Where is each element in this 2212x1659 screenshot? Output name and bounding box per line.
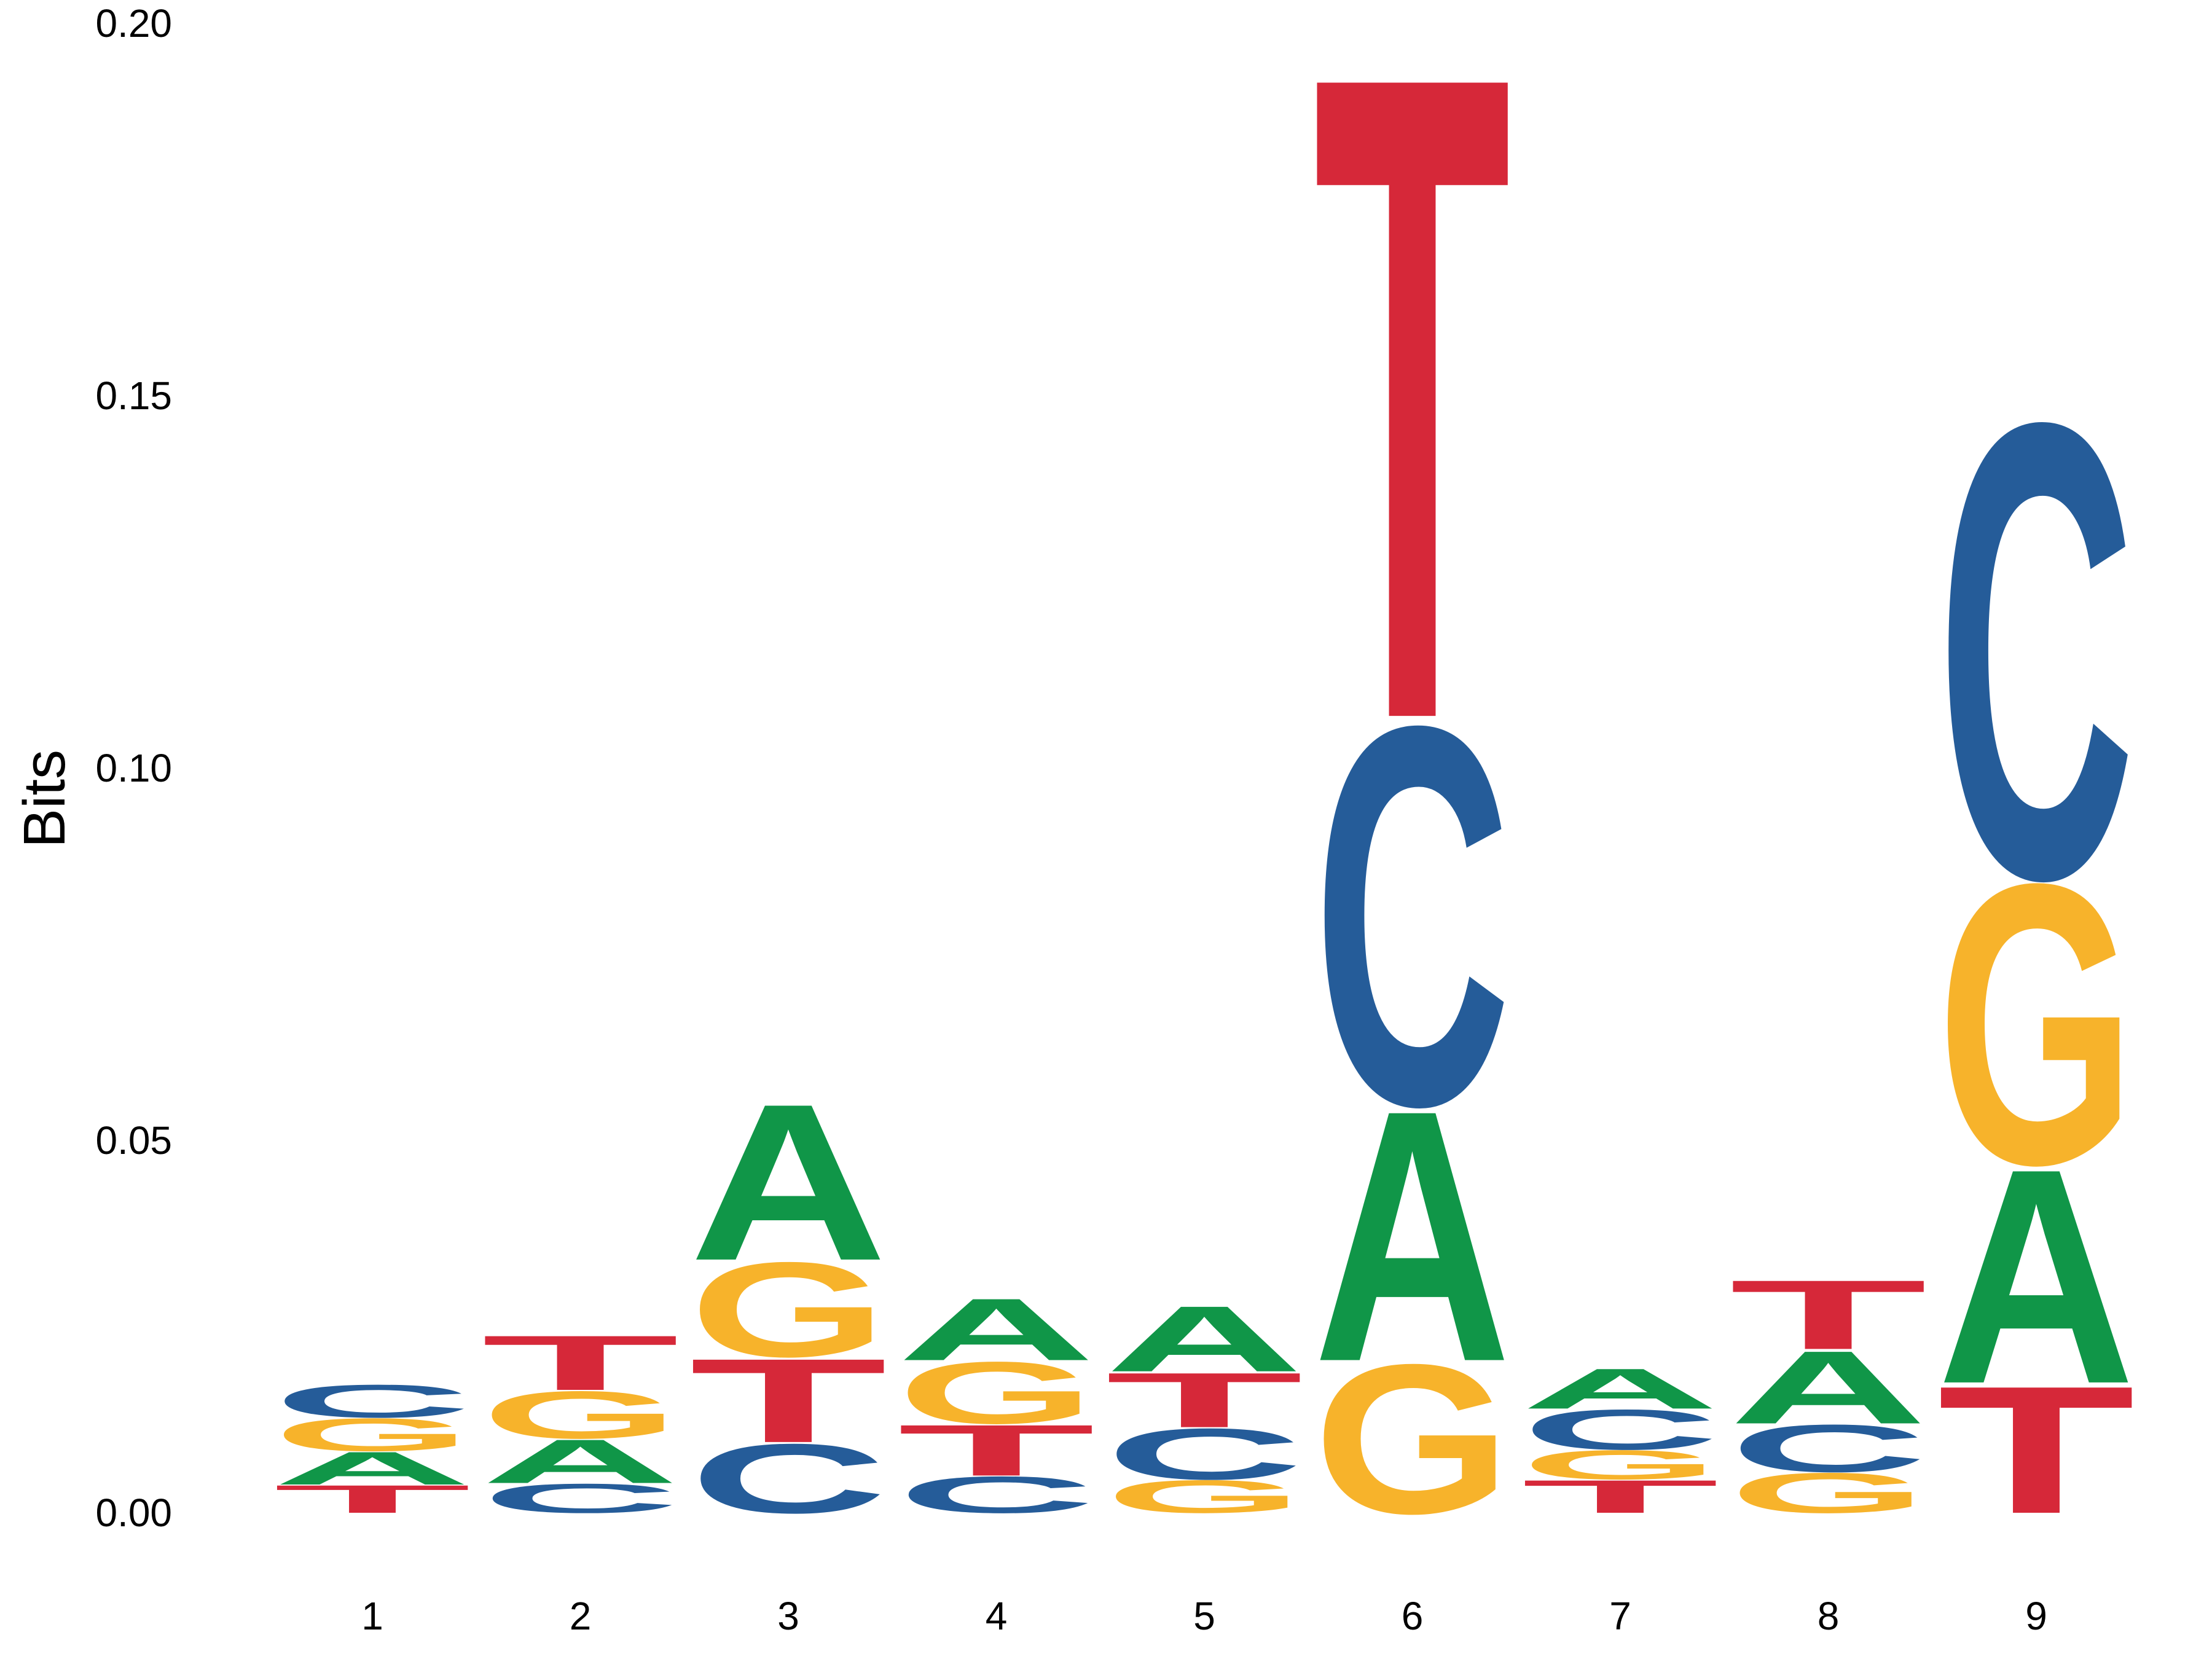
y-tick-label: 0.00 [95,1491,172,1535]
y-tick-label: 0.05 [95,1118,172,1163]
logo-letter-a: A [273,1442,471,1494]
logo-letter-t: T [482,1319,680,1406]
logo-letter-c: C [1313,613,1511,1218]
x-tick-label: 7 [1609,1594,1631,1638]
logo-letter-c: C [481,1475,679,1522]
logo-letter-a: A [1521,1357,1719,1421]
logo-letter-a: A [1937,1105,2135,1448]
x-tick-label: 4 [986,1594,1008,1638]
logo-letter-t: T [1937,1348,2135,1551]
logo-letter-t: T [898,1410,1096,1491]
y-axis-title: Bits [12,750,77,848]
logo-letter-g: G [1105,1470,1303,1523]
x-tick-label: 6 [1402,1594,1424,1638]
logo-letter-c: C [689,1424,887,1534]
logo-letter-t: T [1105,1357,1303,1444]
logo-letter-g: G [689,1234,887,1386]
y-axis-ticks: 0.00 0.05 0.10 0.15 0.20 [95,1,172,1535]
x-tick-label: 2 [570,1594,592,1638]
logo-letter-c: C [273,1375,471,1427]
logo-letter-a: A [1729,1330,1927,1446]
y-tick-label: 0.10 [95,746,172,790]
logo-letter-c: C [1105,1414,1303,1495]
logo-letter-t: T [1314,0,1512,911]
x-tick-label: 8 [1818,1594,1840,1638]
logo-letter-t: T [273,1477,471,1521]
logo-letter-a: A [689,1058,887,1308]
x-tick-label: 5 [1193,1594,1215,1638]
x-tick-label: 9 [2025,1594,2047,1638]
logo-letter-t: T [689,1334,887,1468]
logo-letter-a: A [1105,1287,1303,1392]
x-axis-ticks: 1 2 3 4 5 6 7 8 9 [361,1594,2047,1638]
logo-letter-g: G [1521,1441,1719,1488]
logo-letter-c: C [1937,288,2135,1014]
logo-letter-g: G [1730,1461,1928,1525]
logo-letter-g: G [482,1378,680,1453]
logo-letter-c: C [897,1466,1095,1524]
y-tick-label: 0.20 [95,1,172,45]
logo-letter-a: A [481,1427,679,1497]
logo-letter-g: G [1937,801,2135,1248]
logo-letter-t: T [1521,1470,1719,1523]
logo-letter-g: G [273,1409,471,1461]
logo-letter-t: T [1730,1260,1928,1370]
logo-letter-c: C [1521,1398,1719,1462]
logo-letter-c: C [1729,1411,1927,1486]
x-tick-label: 3 [777,1594,799,1638]
logo-letter-g: G [1314,1320,1512,1558]
logo-letter-g: G [898,1344,1096,1443]
logo-letter-a: A [897,1281,1095,1379]
y-tick-label: 0.15 [95,374,172,418]
x-tick-label: 1 [361,1594,383,1638]
logo-letter-a: A [1313,1036,1511,1437]
